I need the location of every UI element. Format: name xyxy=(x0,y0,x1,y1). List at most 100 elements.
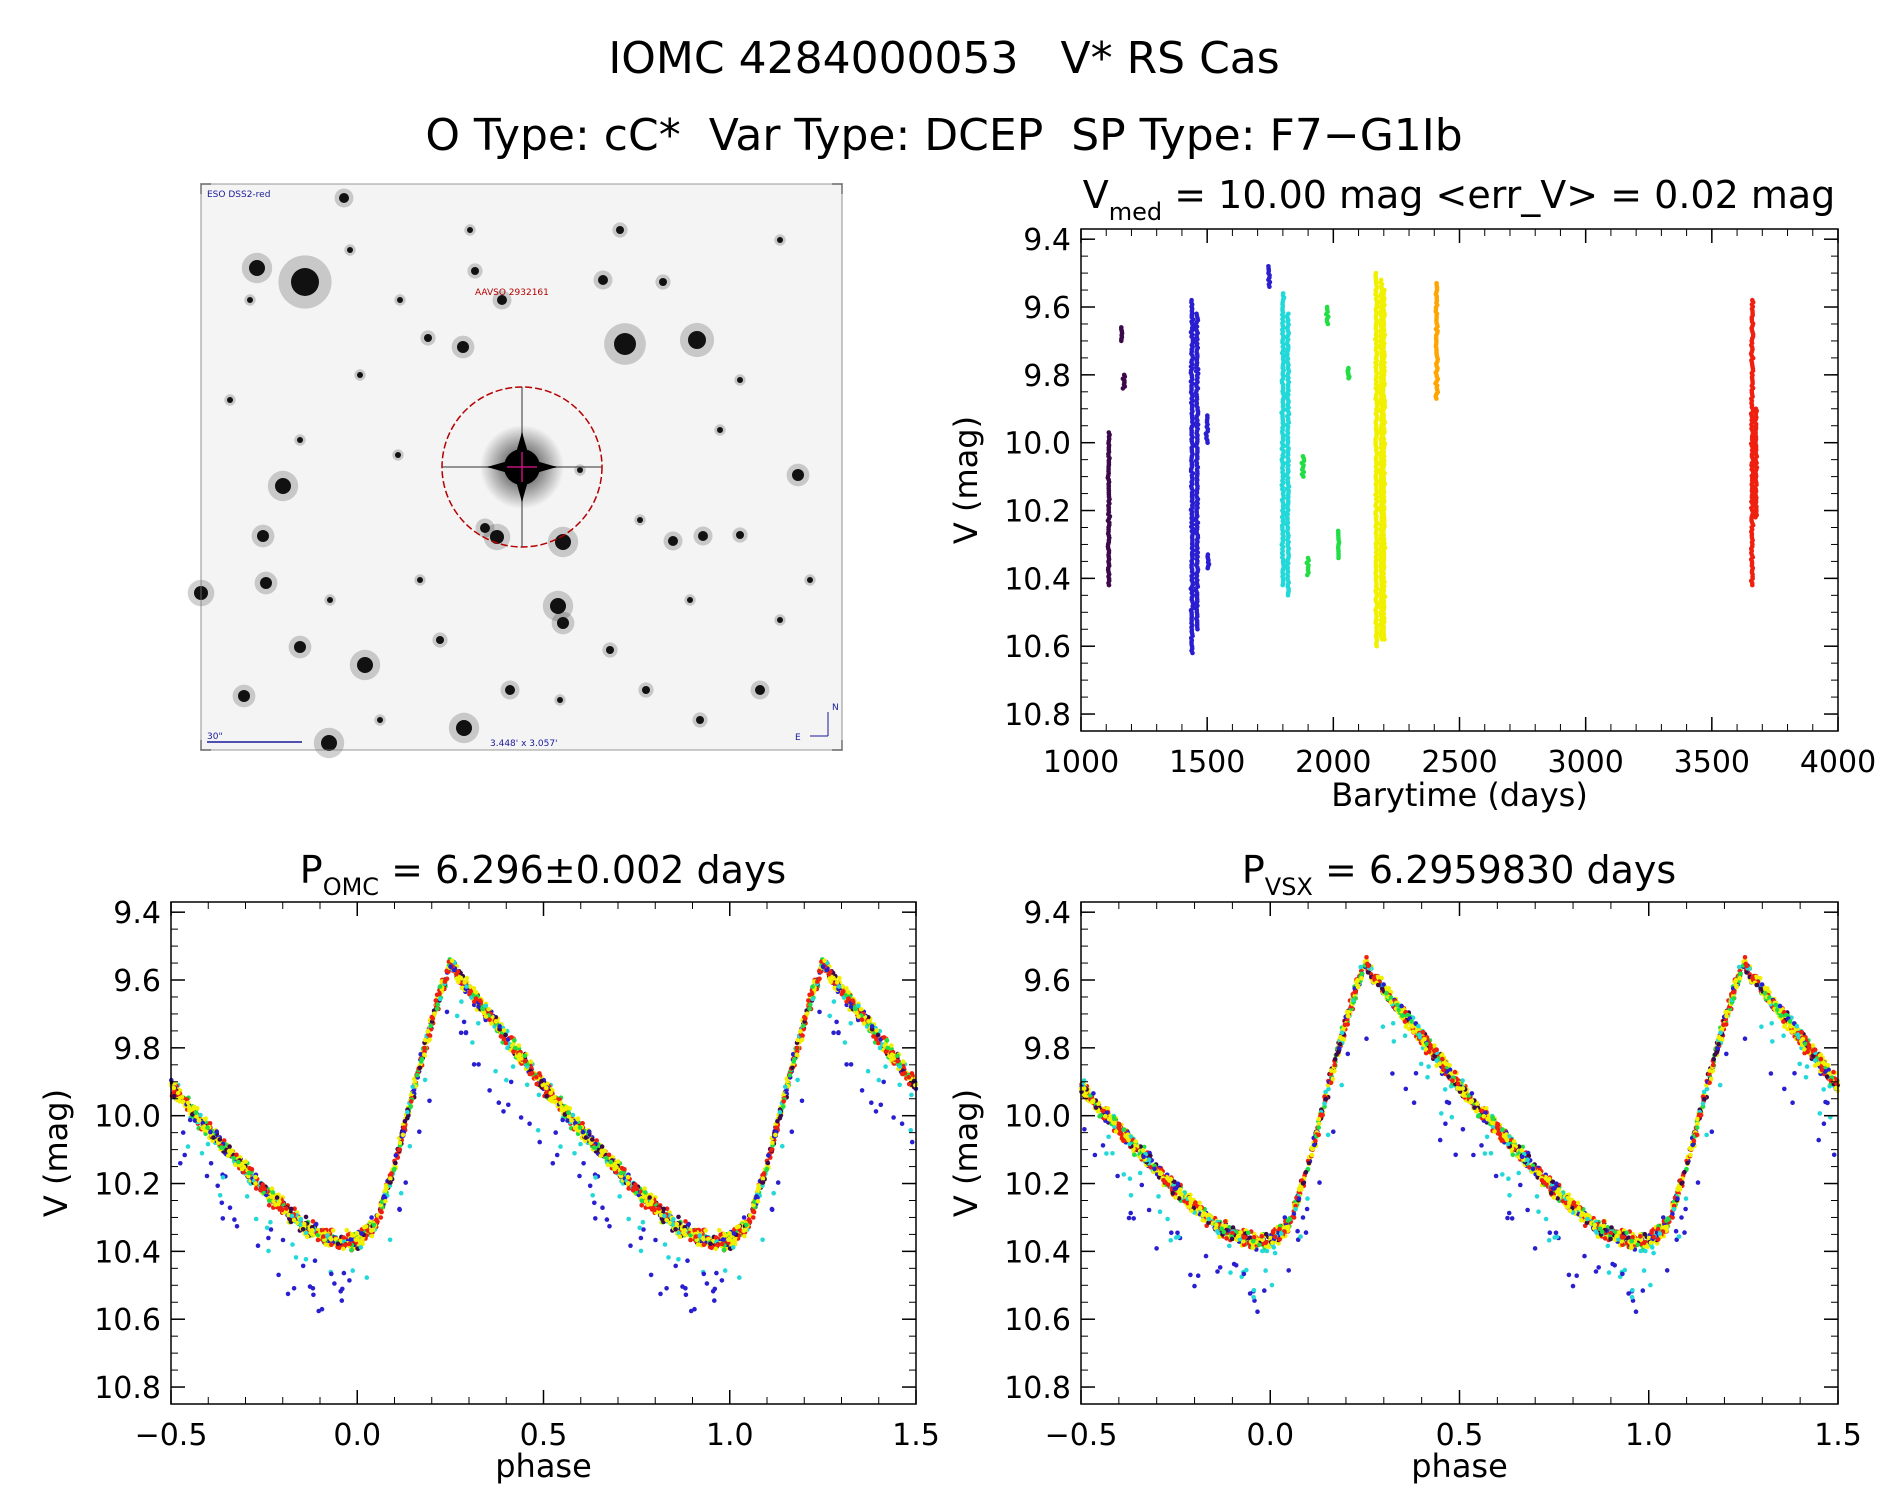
data-point xyxy=(463,1030,469,1035)
data-point xyxy=(227,1205,233,1210)
data-point xyxy=(349,1247,354,1253)
data-point xyxy=(816,968,822,974)
data-point xyxy=(789,1129,795,1134)
panel-title-rest: = 10.00 mag <err_V> = 0.02 mag xyxy=(1162,173,1835,217)
data-point xyxy=(869,1024,875,1029)
data-point xyxy=(628,1243,633,1248)
data-point xyxy=(1106,582,1112,588)
y-tick-label: 9.4 xyxy=(113,896,161,931)
data-point xyxy=(452,967,457,973)
data-point xyxy=(193,1110,199,1115)
data-point xyxy=(253,1181,258,1186)
data-point xyxy=(804,1011,810,1016)
sky-star xyxy=(637,517,643,523)
data-point xyxy=(274,1195,280,1200)
data-point xyxy=(319,1306,325,1312)
data-point xyxy=(846,990,851,995)
data-point xyxy=(600,1205,605,1210)
data-point xyxy=(883,1064,888,1069)
data-point xyxy=(806,998,811,1003)
survey-label: ESO DSS2-red xyxy=(207,190,270,200)
data-point xyxy=(298,1217,304,1222)
x-axis-label: phase xyxy=(495,1447,592,1485)
data-point xyxy=(881,1079,886,1085)
data-point xyxy=(553,1130,558,1135)
data-point xyxy=(182,1152,187,1158)
data-point xyxy=(330,1228,336,1233)
data-point xyxy=(341,1270,347,1276)
data-point xyxy=(787,1072,793,1078)
data-point xyxy=(544,1085,549,1091)
data-point xyxy=(347,1278,352,1283)
sky-star xyxy=(497,295,507,305)
data-point xyxy=(454,1013,460,1019)
phase-vsx-panel: PVSX = 6.2959830 days−0.5 0.0 0.5 1.0 1.59.4… xyxy=(947,848,1862,1485)
data-point xyxy=(284,1206,289,1211)
data-point xyxy=(592,1200,597,1206)
data-point xyxy=(844,1062,849,1067)
data-point xyxy=(799,1098,805,1104)
data-point xyxy=(444,1009,450,1015)
data-point xyxy=(730,1238,735,1244)
data-point xyxy=(266,1248,271,1254)
data-point xyxy=(398,1190,404,1196)
data-point xyxy=(369,1215,374,1220)
data-point xyxy=(432,1011,437,1016)
data-point xyxy=(844,986,849,991)
data-point xyxy=(198,1112,203,1118)
data-point xyxy=(769,1206,775,1212)
data-point xyxy=(211,1135,216,1140)
data-point xyxy=(902,1070,908,1076)
data-point xyxy=(617,1194,622,1199)
data-point xyxy=(895,1053,900,1059)
data-point xyxy=(722,1233,728,1238)
y-tick-label: 10.2 xyxy=(1004,495,1071,530)
sky-star xyxy=(792,469,804,481)
data-point xyxy=(422,1077,428,1083)
data-point xyxy=(470,1040,475,1045)
data-point xyxy=(765,1160,771,1166)
data-point xyxy=(341,1235,346,1240)
data-points xyxy=(168,957,919,1314)
data-point xyxy=(692,1306,697,1312)
data-point xyxy=(471,986,477,991)
data-point xyxy=(381,1194,387,1199)
data-point xyxy=(1304,1206,1310,1212)
data-point xyxy=(234,1224,240,1229)
sky-star xyxy=(456,720,472,736)
data-point xyxy=(836,1030,841,1035)
data-point xyxy=(262,1186,267,1192)
data-point xyxy=(483,1003,489,1009)
data-point xyxy=(754,1194,759,1199)
data-point xyxy=(528,1059,533,1064)
data-point xyxy=(471,1062,477,1067)
data-point xyxy=(693,1234,699,1239)
data-point xyxy=(803,1016,808,1021)
data-point xyxy=(908,1128,913,1133)
data-point xyxy=(626,1216,631,1222)
y-tick-label: 10.0 xyxy=(94,1100,161,1135)
data-point xyxy=(422,1045,427,1051)
data-point xyxy=(638,1248,644,1254)
x-tick-label: 1500 xyxy=(1169,745,1245,780)
data-point xyxy=(309,1231,315,1237)
sky-star xyxy=(550,598,566,614)
data-point xyxy=(1205,440,1210,446)
data-point xyxy=(599,1148,604,1154)
data-point xyxy=(572,1151,577,1156)
data-point xyxy=(883,1049,889,1055)
data-point xyxy=(403,1180,409,1185)
sky-star xyxy=(471,267,479,275)
data-point xyxy=(761,1171,767,1176)
data-point xyxy=(731,1231,737,1236)
sky-star xyxy=(659,278,667,286)
data-point xyxy=(831,999,837,1004)
data-point xyxy=(425,1029,431,1034)
sky-star xyxy=(327,597,333,603)
data-point xyxy=(570,1112,576,1118)
data-point xyxy=(459,999,464,1004)
data-point xyxy=(522,1053,528,1059)
data-point xyxy=(751,1215,756,1220)
data-point xyxy=(909,1092,914,1098)
x-tick-label: 3500 xyxy=(1674,745,1750,780)
